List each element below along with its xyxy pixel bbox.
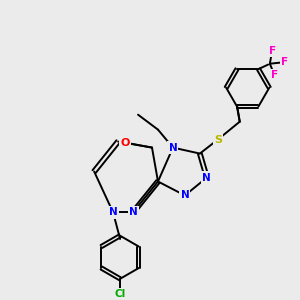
Text: N: N xyxy=(181,190,189,200)
Text: N: N xyxy=(202,172,211,182)
Text: F: F xyxy=(271,70,278,80)
Text: N: N xyxy=(109,207,118,218)
Text: F: F xyxy=(281,57,288,67)
Text: F: F xyxy=(269,46,276,56)
Text: N: N xyxy=(169,142,177,153)
Text: N: N xyxy=(129,207,137,218)
Text: Cl: Cl xyxy=(115,289,126,299)
Text: O: O xyxy=(120,138,130,148)
Text: S: S xyxy=(214,135,222,145)
